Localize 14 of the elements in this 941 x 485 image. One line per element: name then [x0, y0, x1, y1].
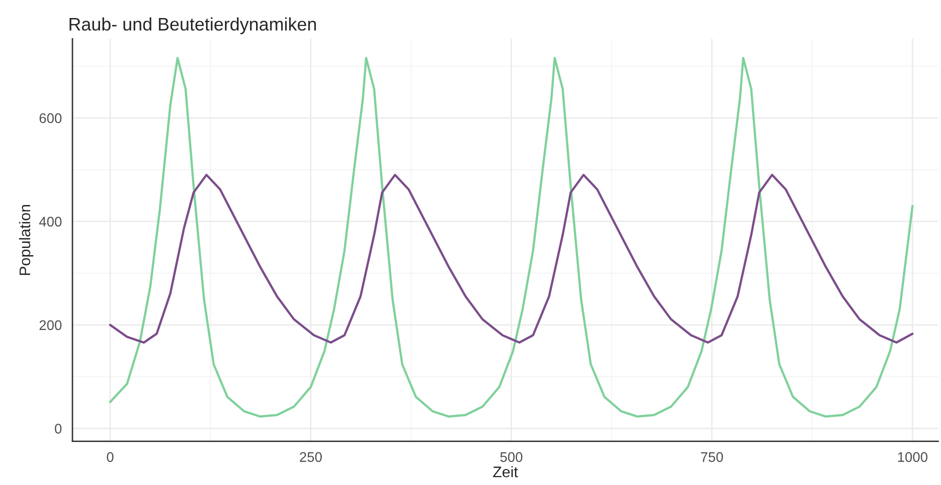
line-series — [109, 174, 914, 344]
y-tick-label: 200 — [40, 320, 62, 330]
x-axis-title: Zeit — [493, 466, 518, 478]
x-tick-label: 1000 — [898, 452, 928, 462]
x-tick-label: 250 — [300, 452, 322, 462]
y-tick-label: 400 — [39, 216, 62, 227]
chart-title: Raub- und Beutetierdynamiken — [70, 17, 316, 34]
x-tick-label: 750 — [701, 452, 723, 462]
x-tick-label: 0 — [106, 452, 114, 462]
x-tick-label: 500 — [500, 452, 522, 462]
y-axis-title: Population — [19, 204, 34, 275]
y-tick-label: 0 — [54, 424, 62, 434]
y-tick-label: 600 — [40, 113, 62, 124]
line-series — [109, 56, 914, 418]
